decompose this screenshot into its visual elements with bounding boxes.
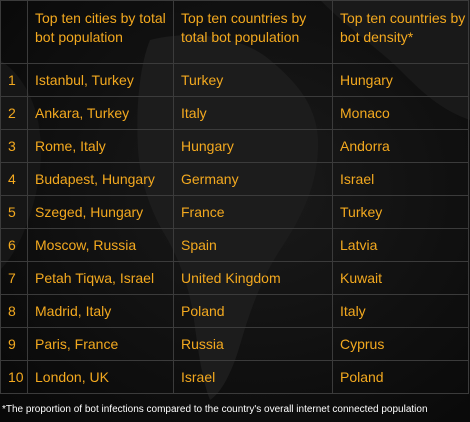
city-cell: Moscow, Russia xyxy=(27,228,174,262)
density-cell: Monaco xyxy=(332,96,469,130)
city-cell: Paris, France xyxy=(27,327,174,361)
rank-cell: 5 xyxy=(0,195,28,229)
country-cell: Russia xyxy=(173,327,333,361)
table-row: 8 Madrid, Italy Poland Italy xyxy=(0,294,469,328)
table-row: 1 Istanbul, Turkey Turkey Hungary xyxy=(0,63,469,97)
country-cell: Germany xyxy=(173,162,333,196)
countries-column-header: Top ten countries by total bot populatio… xyxy=(173,0,333,64)
country-cell: Hungary xyxy=(173,129,333,163)
table-row: 4 Budapest, Hungary Germany Israel xyxy=(0,162,469,196)
header-row: Top ten cities by total bot population T… xyxy=(0,0,469,64)
rank-cell: 2 xyxy=(0,96,28,130)
density-cell: Italy xyxy=(332,294,469,328)
table-row: 5 Szeged, Hungary France Turkey xyxy=(0,195,469,229)
density-cell: Latvia xyxy=(332,228,469,262)
rank-cell: 7 xyxy=(0,261,28,295)
country-cell: Israel xyxy=(173,360,333,394)
rank-cell: 6 xyxy=(0,228,28,262)
table-row: 2 Ankara, Turkey Italy Monaco xyxy=(0,96,469,130)
density-footnote: *The proportion of bot infections compar… xyxy=(2,404,428,415)
cities-column-header: Top ten cities by total bot population xyxy=(27,0,174,64)
density-cell: Cyprus xyxy=(332,327,469,361)
city-cell: Ankara, Turkey xyxy=(27,96,174,130)
city-cell: London, UK xyxy=(27,360,174,394)
city-cell: Budapest, Hungary xyxy=(27,162,174,196)
country-cell: United Kingdom xyxy=(173,261,333,295)
city-cell: Istanbul, Turkey xyxy=(27,63,174,97)
table-row: 3 Rome, Italy Hungary Andorra xyxy=(0,129,469,163)
city-cell: Madrid, Italy xyxy=(27,294,174,328)
bot-ranking-table: Top ten cities by total bot population T… xyxy=(0,0,469,394)
rank-cell: 9 xyxy=(0,327,28,361)
density-cell: Israel xyxy=(332,162,469,196)
table-row: 9 Paris, France Russia Cyprus xyxy=(0,327,469,361)
country-cell: Spain xyxy=(173,228,333,262)
country-cell: Italy xyxy=(173,96,333,130)
rank-cell: 8 xyxy=(0,294,28,328)
country-cell: Poland xyxy=(173,294,333,328)
density-cell: Kuwait xyxy=(332,261,469,295)
city-cell: Rome, Italy xyxy=(27,129,174,163)
rank-cell: 10 xyxy=(0,360,28,394)
table-row: 7 Petah Tiqwa, Israel United Kingdom Kuw… xyxy=(0,261,469,295)
country-cell: Turkey xyxy=(173,63,333,97)
density-column-header: Top ten countries by bot density* xyxy=(332,0,469,64)
city-cell: Szeged, Hungary xyxy=(27,195,174,229)
rank-column-header xyxy=(0,0,28,64)
density-cell: Poland xyxy=(332,360,469,394)
table-row: 6 Moscow, Russia Spain Latvia xyxy=(0,228,469,262)
rank-cell: 4 xyxy=(0,162,28,196)
density-cell: Andorra xyxy=(332,129,469,163)
density-cell: Turkey xyxy=(332,195,469,229)
table-row: 10 London, UK Israel Poland xyxy=(0,360,469,394)
density-cell: Hungary xyxy=(332,63,469,97)
rank-cell: 1 xyxy=(0,63,28,97)
city-cell: Petah Tiqwa, Israel xyxy=(27,261,174,295)
country-cell: France xyxy=(173,195,333,229)
rank-cell: 3 xyxy=(0,129,28,163)
